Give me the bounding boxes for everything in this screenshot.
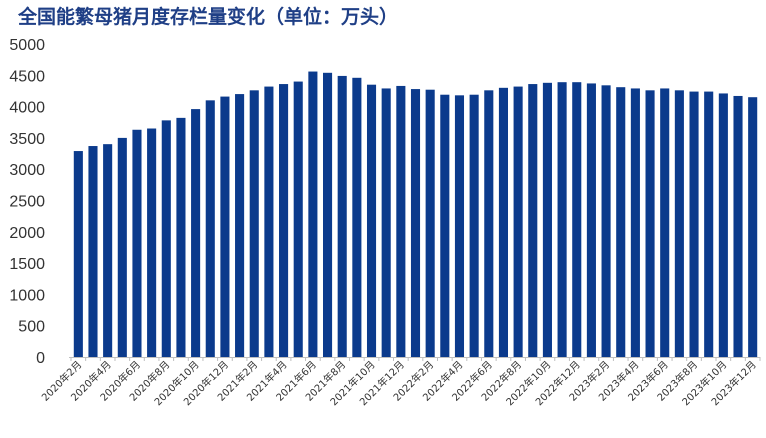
bar (689, 91, 699, 357)
y-tick-label: 1500 (9, 256, 45, 273)
bar (396, 85, 406, 357)
y-tick-label: 5000 (9, 37, 45, 54)
bar (381, 88, 391, 357)
bar (323, 72, 333, 358)
bar (205, 100, 215, 357)
bar (410, 89, 421, 357)
bar (264, 86, 274, 357)
y-tick-label: 2500 (9, 194, 45, 211)
bar (528, 84, 538, 357)
bar (718, 93, 728, 357)
bar-series (73, 71, 758, 358)
bar (117, 137, 127, 357)
bar (191, 109, 201, 357)
y-tick-label: 1000 (9, 287, 45, 304)
bar (88, 146, 98, 357)
bar (73, 151, 83, 357)
y-tick-label: 3500 (9, 131, 45, 148)
bar (220, 96, 230, 357)
bar (176, 117, 186, 358)
bar (513, 86, 523, 357)
y-tick-label: 4000 (9, 100, 45, 117)
bar (235, 94, 245, 357)
x-axis-tick-labels: 2020年2月2020年4月2020年6月2020年8月2020年10月2020… (39, 357, 761, 408)
bar (645, 90, 655, 357)
bar (337, 75, 347, 358)
bar (293, 81, 303, 357)
chart-title: 全国能繁母猪月度存栏量变化（单位：万头） (18, 6, 399, 28)
bar (733, 95, 743, 358)
bar (103, 144, 113, 357)
bar (366, 84, 377, 357)
y-tick-label: 4500 (9, 68, 45, 85)
bar (748, 97, 758, 358)
bar (674, 90, 684, 357)
bar (147, 128, 157, 357)
bar (484, 90, 494, 357)
bar (279, 84, 289, 357)
bar (586, 83, 596, 357)
bar (454, 95, 465, 357)
bar (704, 91, 714, 357)
y-tick-label: 0 (36, 350, 45, 367)
y-tick-label: 2000 (9, 225, 45, 242)
bar (308, 71, 318, 357)
bar (352, 77, 362, 358)
bar (542, 82, 552, 357)
y-tick-label: 500 (18, 319, 45, 336)
bar (161, 120, 171, 358)
y-tick-label: 3000 (9, 162, 45, 179)
bar (498, 87, 508, 357)
y-axis-tick-labels: 0 500 1000 1500 2000 2500 3000 3500 4000 4500 5000 (9, 37, 45, 367)
bar (616, 87, 626, 357)
bar (440, 94, 450, 358)
bar (469, 94, 479, 358)
bar (572, 82, 582, 357)
bar (557, 82, 567, 357)
bar (630, 88, 640, 357)
bar (601, 85, 611, 357)
bar (660, 88, 670, 357)
bar (132, 129, 142, 357)
bar (425, 89, 435, 357)
bar (249, 90, 259, 357)
